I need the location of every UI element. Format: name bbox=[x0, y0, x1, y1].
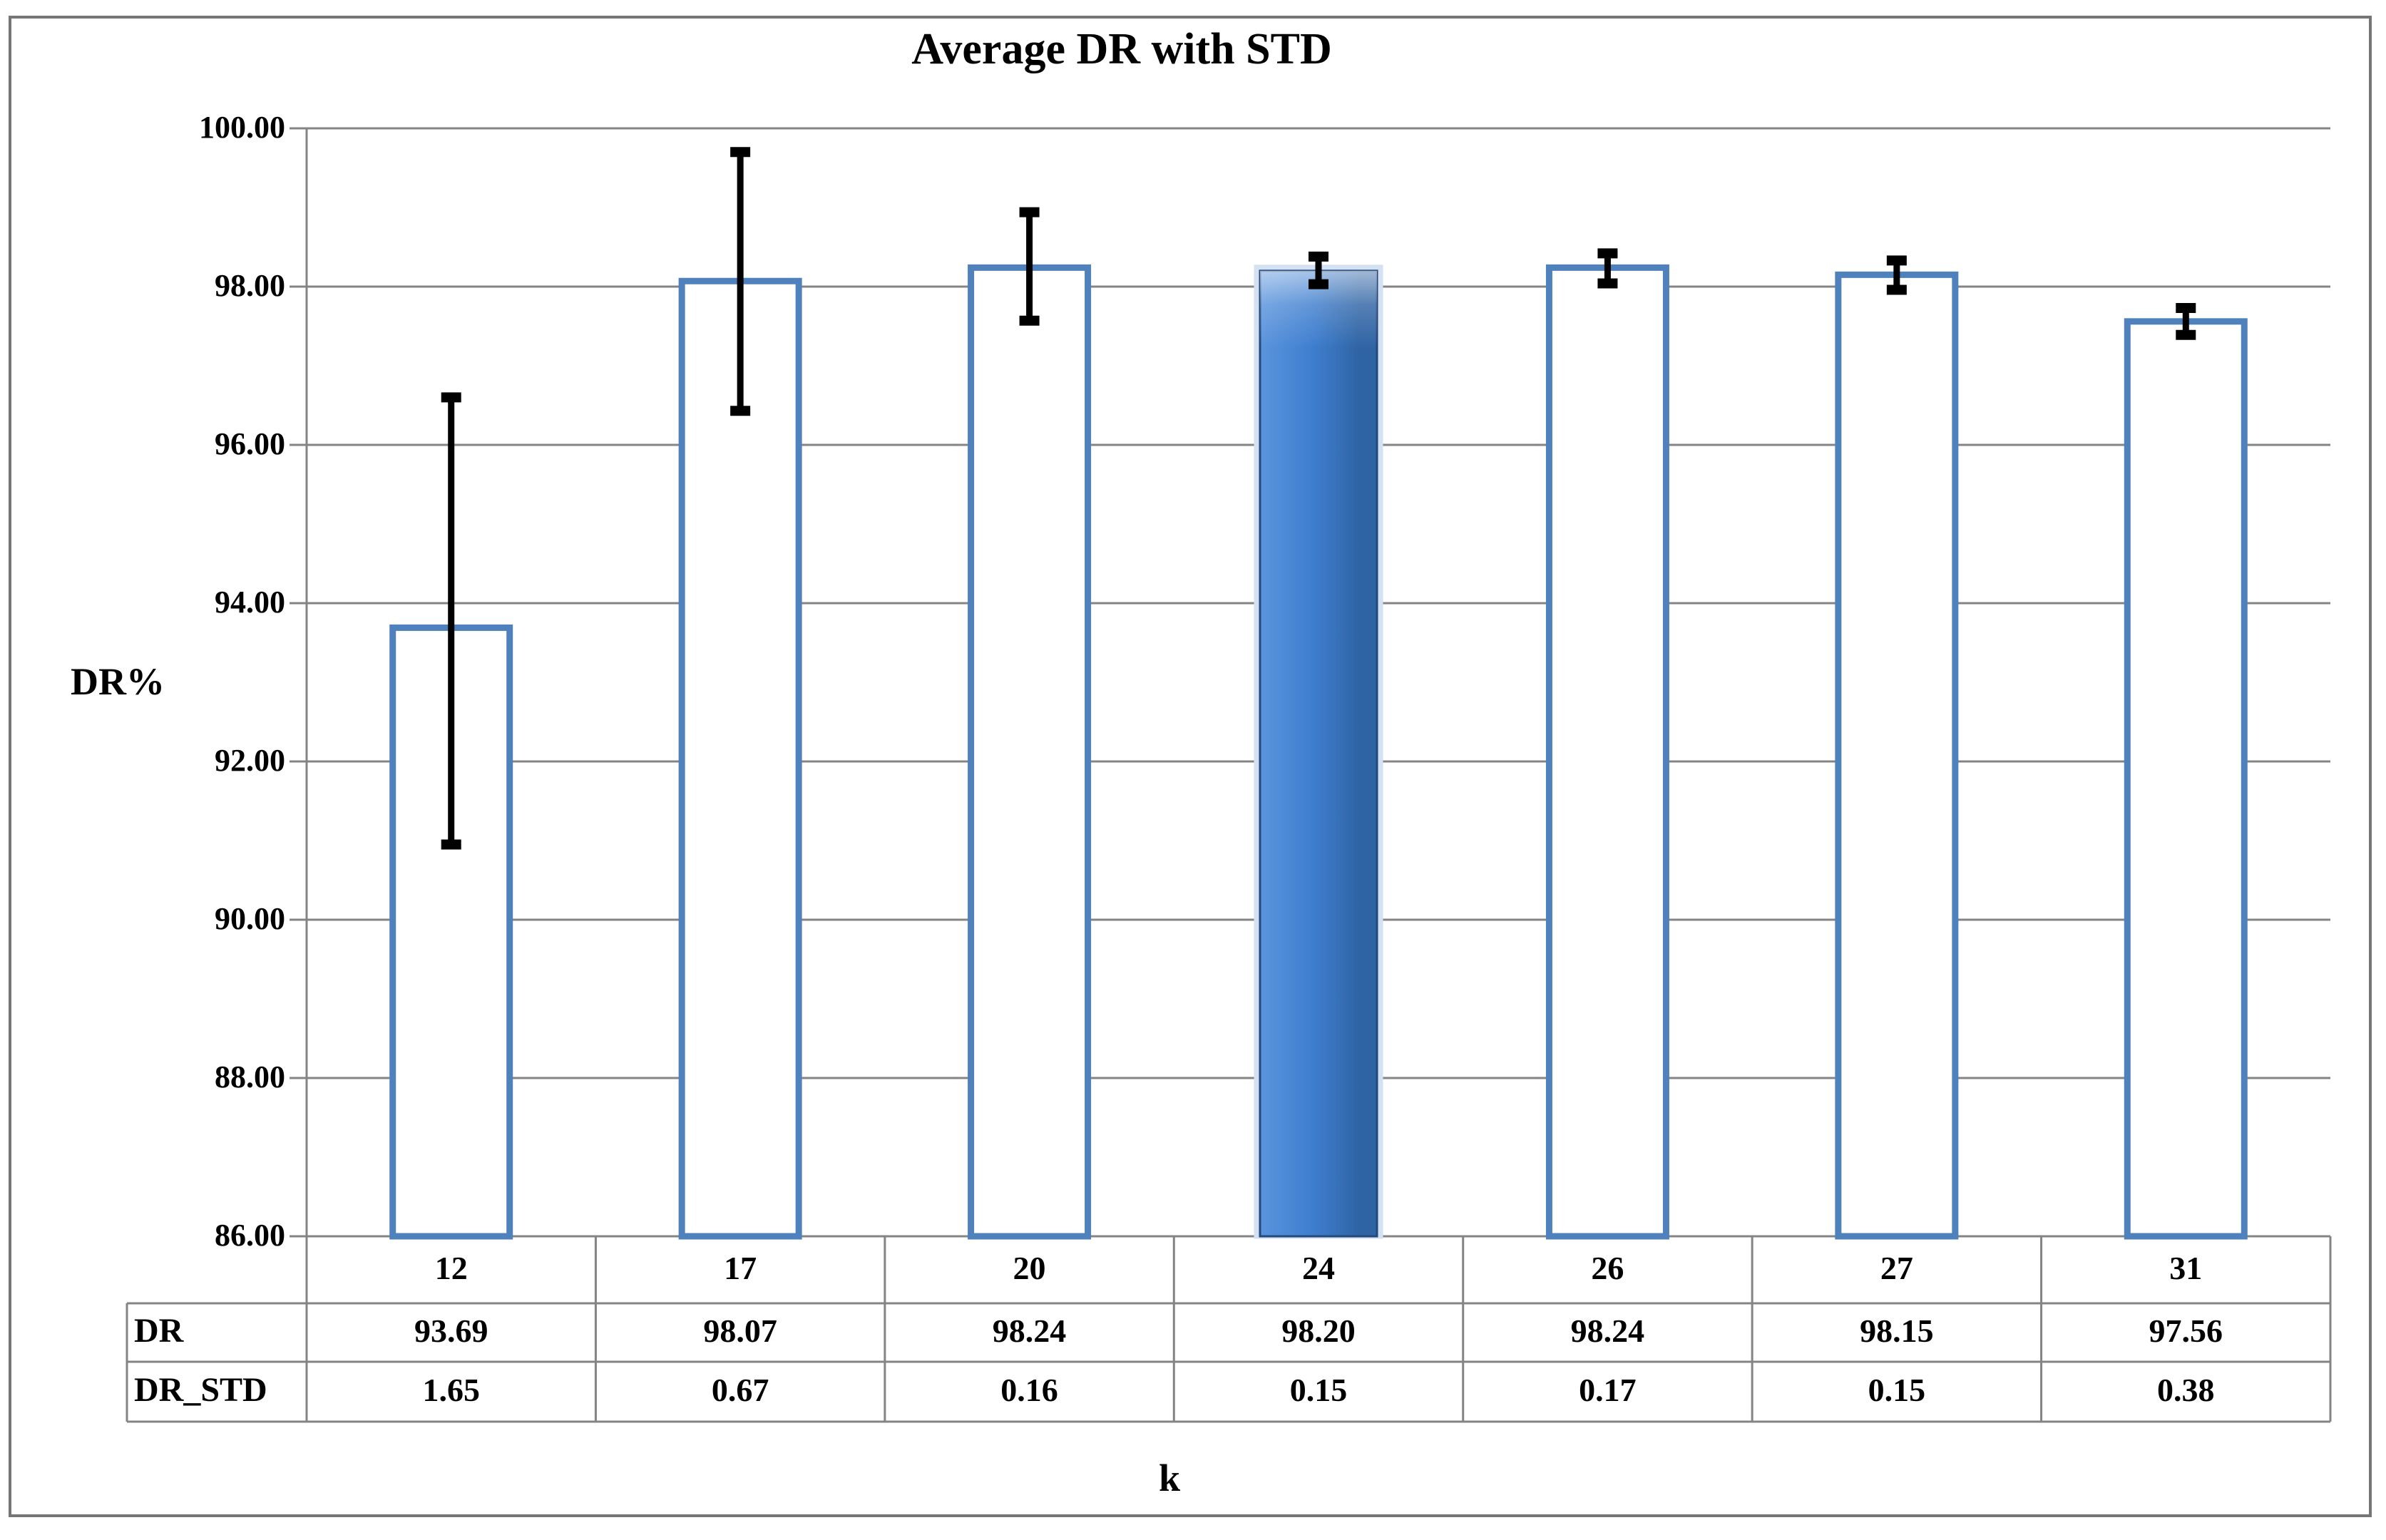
category-label: 17 bbox=[724, 1250, 757, 1286]
y-tick-label: 88.00 bbox=[215, 1059, 285, 1094]
bar bbox=[2124, 318, 2248, 1240]
y-tick-label: 94.00 bbox=[215, 585, 285, 620]
category-label: 26 bbox=[1591, 1250, 1624, 1286]
bar bbox=[968, 264, 1092, 1240]
dr-value: 98.07 bbox=[703, 1313, 777, 1349]
category-label: 20 bbox=[1013, 1250, 1046, 1286]
dr-std-value: 0.38 bbox=[2157, 1372, 2215, 1408]
bar bbox=[1835, 271, 1959, 1240]
dr-std-value: 0.15 bbox=[1289, 1372, 1348, 1408]
y-tick-label: 98.00 bbox=[215, 268, 285, 303]
dr-std-value: 0.67 bbox=[711, 1372, 769, 1408]
y-tick-label: 86.00 bbox=[215, 1218, 285, 1253]
dr-value: 98.15 bbox=[1860, 1313, 1934, 1349]
dr-value: 93.69 bbox=[414, 1313, 488, 1349]
category-label: 12 bbox=[434, 1250, 468, 1286]
dr-std-value: 0.16 bbox=[1000, 1372, 1058, 1408]
y-tick-label: 92.00 bbox=[215, 743, 285, 778]
dr-value: 98.20 bbox=[1281, 1313, 1356, 1349]
error-bars bbox=[441, 147, 2196, 850]
table-grid bbox=[126, 1236, 2332, 1423]
bar-highlight-gloss bbox=[1260, 270, 1377, 1236]
dr-value: 97.56 bbox=[2149, 1313, 2223, 1349]
category-label: 27 bbox=[1880, 1250, 1913, 1286]
y-tick-label: 100.00 bbox=[199, 110, 285, 145]
category-label: 24 bbox=[1301, 1250, 1335, 1286]
y-axis-label: DR% bbox=[71, 660, 165, 703]
bar bbox=[1545, 264, 1669, 1240]
row-header-dr: DR bbox=[134, 1312, 184, 1350]
chart-title: Average DR with STD bbox=[911, 25, 1332, 73]
y-tick-label: 90.00 bbox=[215, 901, 285, 936]
category-label: 31 bbox=[2169, 1250, 2203, 1286]
dr-value: 98.24 bbox=[992, 1313, 1067, 1349]
y-tick-label: 96.00 bbox=[215, 426, 285, 461]
dr-std-value: 0.15 bbox=[1868, 1372, 1926, 1408]
x-axis-label: k bbox=[1158, 1457, 1181, 1499]
dr-value: 98.24 bbox=[1570, 1313, 1645, 1349]
row-header-dr-std: DR_STD bbox=[134, 1371, 267, 1409]
dr-std-value: 0.17 bbox=[1579, 1372, 1637, 1408]
bars bbox=[389, 264, 2248, 1240]
dr-std-value: 1.65 bbox=[422, 1372, 480, 1408]
y-axis-ticks bbox=[290, 127, 307, 1238]
bar bbox=[678, 277, 802, 1240]
